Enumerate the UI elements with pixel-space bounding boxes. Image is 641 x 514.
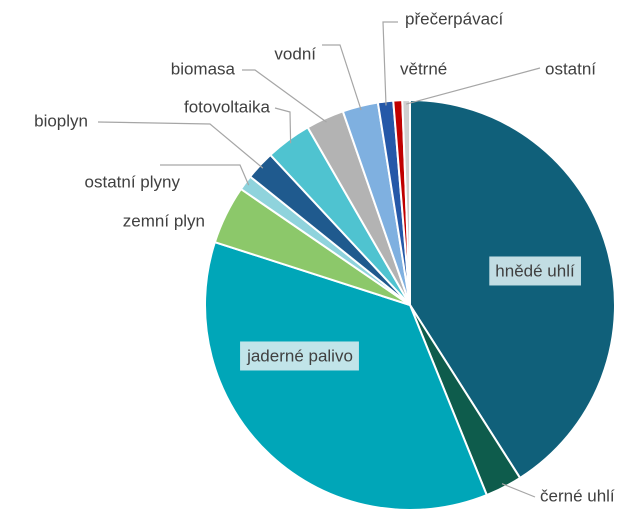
slice-label: přečerpávací [405, 9, 504, 28]
slice-label: bioplyn [34, 111, 88, 130]
slice-label: ostatní [545, 59, 596, 78]
slice-label: zemní plyn [123, 211, 205, 230]
leader-line [160, 164, 250, 186]
pie-slice [204, 240, 489, 511]
label-box [489, 256, 581, 286]
slice-label: ostatní plyny [85, 172, 181, 191]
slice-label: biomasa [171, 59, 236, 78]
leader-line [322, 44, 362, 111]
slice-label: vodní [274, 44, 316, 63]
leader-line [274, 107, 292, 144]
slice-label: jaderné palivo [246, 346, 353, 365]
slice-label: fotovoltaika [184, 97, 271, 116]
slice-label: černé uhlí [540, 486, 615, 505]
leader-line [97, 121, 264, 169]
leader-line [406, 67, 541, 105]
leader-line [242, 69, 327, 123]
slice-label: větrné [400, 59, 447, 78]
label-box [240, 341, 359, 371]
leader-line [382, 21, 398, 106]
leader-line [501, 483, 536, 498]
slice-label: hnědé uhlí [495, 261, 575, 280]
pie-slice [401, 98, 411, 306]
pie-slice [409, 98, 616, 480]
